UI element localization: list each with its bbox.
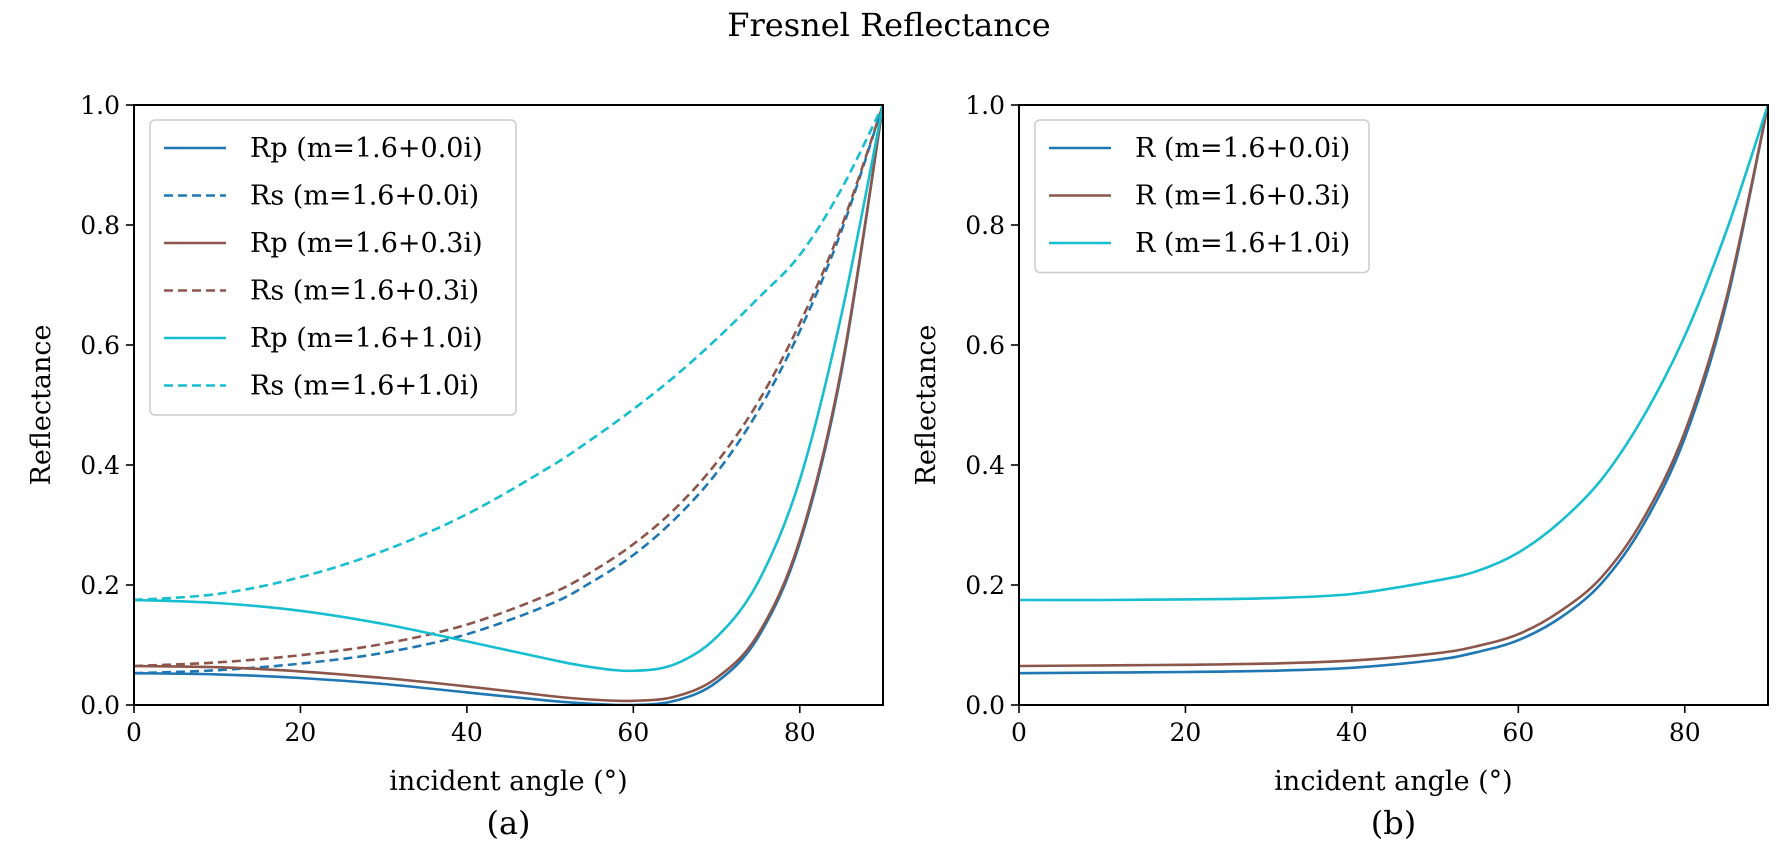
x-tick-label: 20 (285, 718, 317, 747)
panel-b: 0 20 40 60 80 0.0 0.2 0.4 0.6 0.8 1.0 incident angl… (911, 91, 1769, 842)
legend: Rp (m=1.6+0.0i) Rs (m=1.6+0.0i) Rp (m=1.6+… (149, 119, 517, 416)
legend-label-r-m-1-6-1-0i: R (m=1.6+1.0i) (1135, 228, 1350, 259)
axes-frame (133, 104, 884, 706)
x-tick-label: 0 (1011, 718, 1027, 747)
axes-frame (1018, 104, 1769, 706)
x-axis-label: incident angle (°) (389, 766, 627, 797)
y-tick-label: 0.8 (80, 211, 120, 240)
series-line-r-m-1-6-0-0i (1019, 105, 1768, 675)
y-tick-label: 0.8 (965, 211, 1005, 240)
legend-label-rp-m-1-6-0-3i: Rp (m=1.6+0.3i) (250, 228, 483, 259)
panel-label: (a) (486, 804, 530, 842)
legend-label-rp-m-1-6-0-0i: Rp (m=1.6+0.0i) (250, 133, 483, 164)
legend: R (m=1.6+0.0i) R (m=1.6+0.3i) R (m=1.6+1.0… (1034, 119, 1370, 274)
x-tick-label: 60 (617, 718, 649, 747)
y-tick-label: 0.0 (80, 691, 120, 720)
panel-a: 0 20 40 60 80 0.0 0.2 0.4 0.6 0.8 1.0 incident angl… (26, 91, 884, 842)
x-axis-label: incident angle (°) (1274, 766, 1512, 797)
series-line-r-m-1-6-0-3i (1019, 105, 1768, 668)
x-tick-label: 80 (784, 718, 816, 747)
panel-label: (b) (1371, 804, 1416, 842)
series-line-rp-m-1-6-0-3i (134, 105, 883, 703)
legend-label-r-m-1-6-0-3i: R (m=1.6+0.3i) (1135, 181, 1350, 212)
series-line-rp-m-1-6-1-0i (134, 105, 883, 673)
figure-title: Fresnel Reflectance (727, 6, 1050, 44)
y-tick-label: 0.0 (965, 691, 1005, 720)
x-tick-label: 0 (126, 718, 142, 747)
y-tick-label: 1.0 (80, 91, 120, 120)
y-axis-label: Reflectance (26, 325, 57, 486)
x-tick-label: 40 (1336, 718, 1368, 747)
series-line-rs-m-1-6-1-0i (134, 105, 883, 602)
x-tick-label: 60 (1502, 718, 1534, 747)
y-tick-label: 0.6 (80, 331, 120, 360)
y-tick-label: 0.6 (965, 331, 1005, 360)
y-tick-label: 0.4 (965, 451, 1005, 480)
y-tick-label: 0.2 (80, 571, 120, 600)
series-line-rs-m-1-6-0-0i (134, 105, 883, 675)
legend-label-rp-m-1-6-1-0i: Rp (m=1.6+1.0i) (250, 323, 483, 354)
x-tick-label: 20 (1170, 718, 1202, 747)
y-axis-label: Reflectance (911, 325, 942, 486)
x-tick-label: 40 (451, 718, 483, 747)
y-tick-label: 0.2 (965, 571, 1005, 600)
y-tick-label: 1.0 (965, 91, 1005, 120)
legend-label-rs-m-1-6-0-3i: Rs (m=1.6+0.3i) (250, 276, 479, 307)
legend-label-r-m-1-6-0-0i: R (m=1.6+0.0i) (1135, 133, 1350, 164)
x-tick-label: 80 (1669, 718, 1701, 747)
y-tick-label: 0.4 (80, 451, 120, 480)
series-line-r-m-1-6-1-0i (1019, 105, 1768, 602)
series-line-rs-m-1-6-0-3i (134, 105, 883, 668)
legend-label-rs-m-1-6-1-0i: Rs (m=1.6+1.0i) (250, 371, 479, 402)
legend-label-rs-m-1-6-0-0i: Rs (m=1.6+0.0i) (250, 181, 479, 212)
